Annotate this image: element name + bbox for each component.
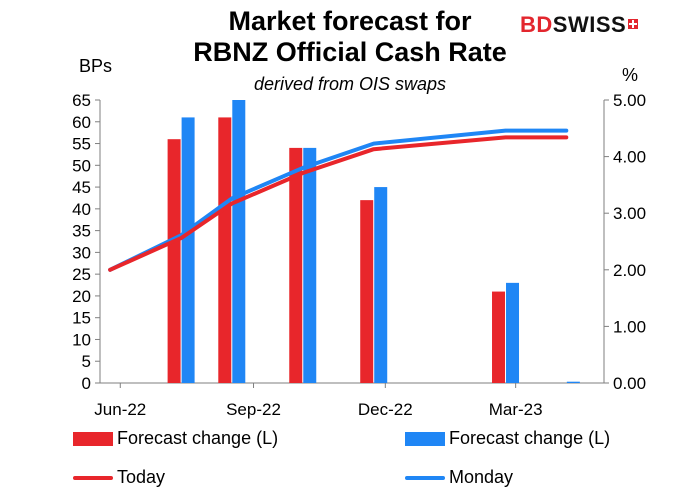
left-tick-label: 25 [72, 265, 91, 284]
legend-swatch-blue-bar [405, 432, 445, 447]
legend-label-bars-red: Forecast change (L) [117, 428, 279, 448]
right-axis-unit: % [622, 65, 639, 85]
chart-title: Market forecast for RBNZ Official Cash R… [0, 6, 700, 68]
left-tick-label: 65 [72, 91, 91, 110]
logo-text-swiss: SWISS [552, 12, 627, 37]
logo-text-bd: BD [520, 12, 553, 37]
legend-item-bars-blue: Forecast change (L) [405, 428, 610, 449]
x-tick-label: Sep-22 [226, 400, 281, 419]
bar-red [492, 291, 506, 383]
left-tick-label: 10 [72, 330, 91, 349]
right-tick-label: 5.00 [613, 91, 646, 110]
swiss-cross-icon [628, 19, 639, 29]
legend-swatch-red-bar [73, 432, 113, 447]
bar-blue [374, 187, 388, 383]
left-tick-label: 45 [72, 178, 91, 197]
left-tick-label: 55 [72, 135, 91, 154]
x-tick-label: Jun-22 [94, 400, 146, 419]
chart-title-line-2: RBNZ Official Cash Rate [193, 37, 507, 67]
legend-swatch-today-line [73, 476, 113, 481]
left-tick-label: 20 [72, 287, 91, 306]
x-tick-label: Dec-22 [358, 400, 413, 419]
bar-red [360, 200, 374, 383]
chart-title-line-1: Market forecast for [228, 6, 472, 36]
legend-label-bars-blue: Forecast change (L) [449, 428, 611, 448]
legend-item-bars-red: Forecast change (L) [73, 428, 278, 449]
legend-item-today: Today [73, 467, 165, 488]
bar-blue [232, 100, 246, 383]
right-tick-label: 1.00 [613, 317, 646, 336]
left-tick-label: 50 [72, 156, 91, 175]
bar-red [167, 139, 181, 383]
bar-blue [303, 147, 317, 383]
legend-swatch-monday-line [405, 476, 445, 481]
left-tick-label: 5 [82, 352, 91, 371]
bar-blue [181, 117, 195, 384]
right-tick-label: 3.00 [613, 204, 646, 223]
bdswiss-logo: BDSWISS [520, 12, 639, 38]
left-axis-unit: BPs [79, 56, 113, 76]
left-tick-label: 15 [72, 309, 91, 328]
x-tick-label: Mar-23 [489, 400, 543, 419]
right-tick-label: 2.00 [613, 261, 646, 280]
bar-red [289, 147, 303, 383]
left-tick-label: 40 [72, 200, 91, 219]
left-tick-label: 0 [82, 374, 91, 393]
chart-subtitle: derived from OIS swaps [253, 74, 447, 94]
legend-label-today: Today [117, 467, 166, 487]
line-today [108, 135, 569, 272]
right-tick-label: 0.00 [613, 374, 646, 393]
line-monday [108, 128, 569, 272]
bar-red [218, 117, 232, 384]
right-tick-label: 4.00 [613, 148, 646, 167]
legend-item-monday: Monday [405, 467, 513, 488]
left-tick-label: 35 [72, 222, 91, 241]
legend-label-monday: Monday [449, 467, 514, 487]
left-tick-label: 60 [72, 113, 91, 132]
bar-blue [566, 381, 580, 383]
bar-blue [506, 282, 520, 383]
left-tick-label: 30 [72, 243, 91, 262]
